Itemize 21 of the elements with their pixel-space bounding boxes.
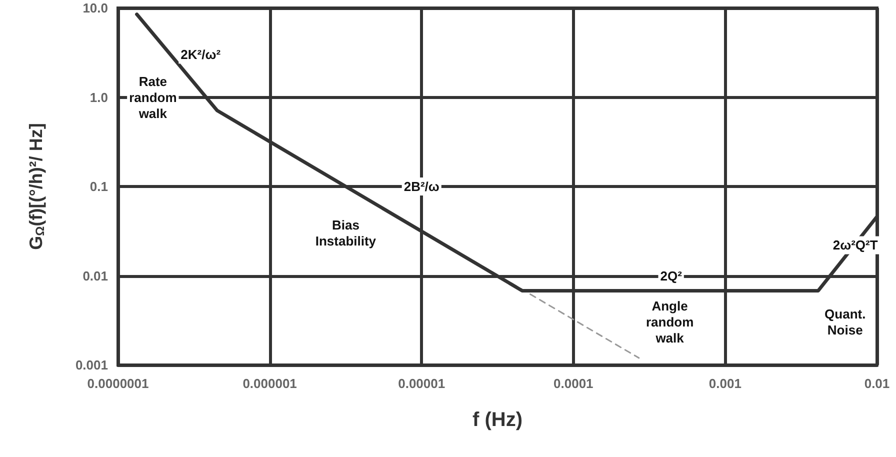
y-tick-label: 0.01 bbox=[82, 268, 108, 284]
y-tick-label: 0.1 bbox=[90, 179, 108, 194]
annotation: Rate random walk bbox=[129, 74, 177, 121]
x-tick-label: 0.00001 bbox=[398, 376, 446, 391]
y-axis-title: GΩ(f)[(°/h)²/ Hz] bbox=[26, 123, 47, 250]
annotation: 2B²/ω bbox=[404, 179, 440, 194]
annotation: Angle random walk bbox=[646, 298, 694, 346]
x-tick-label: 0.01 bbox=[864, 376, 890, 391]
annotation: 2ω²Q²T bbox=[832, 238, 878, 253]
x-tick-label: 0.001 bbox=[708, 376, 742, 391]
annotation: 2K²/ω² bbox=[180, 47, 222, 62]
annotation: Bias Instability bbox=[315, 217, 377, 248]
x-tick-label: 0.000001 bbox=[242, 376, 297, 391]
y-tick-label: 1.0 bbox=[90, 90, 108, 105]
x-tick-label: 0.0000001 bbox=[87, 376, 149, 391]
annotation: 2Q² bbox=[660, 268, 683, 284]
annotation: Quant. Noise bbox=[824, 306, 866, 338]
x-tick-label: 0.0001 bbox=[554, 376, 594, 391]
x-axis-title: f (Hz) bbox=[472, 409, 522, 431]
y-tick-label: 10.0 bbox=[82, 0, 108, 16]
y-tick-label: 0.001 bbox=[75, 358, 108, 372]
